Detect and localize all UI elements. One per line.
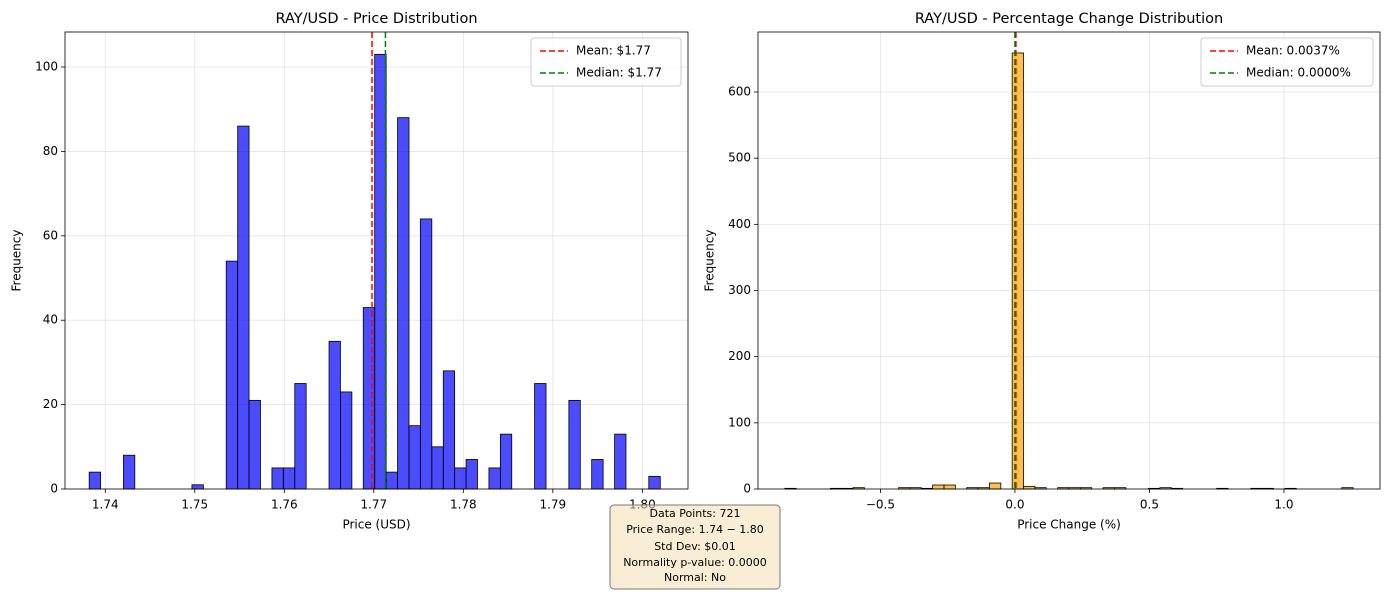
y-tick-label: 40	[43, 313, 58, 327]
y-tick-label: 500	[728, 151, 751, 165]
y-tick-label: 80	[43, 144, 58, 158]
y-tick-label: 400	[728, 217, 751, 231]
bar	[340, 391, 353, 490]
legend-label: Median: $1.77	[576, 66, 662, 80]
bar	[932, 484, 945, 490]
annotation-box	[609, 504, 781, 590]
y-axis-label: Frequency	[703, 230, 717, 292]
bar	[408, 425, 421, 490]
bar	[282, 467, 296, 490]
legend-box	[530, 37, 682, 87]
bar	[397, 117, 410, 490]
x-tick-label: 0.0	[1005, 498, 1024, 512]
x-tick-label: 0.5	[1140, 498, 1159, 512]
bar	[614, 433, 627, 490]
bar	[191, 484, 204, 490]
axes-frame	[757, 31, 1381, 490]
y-tick-label: 0	[50, 482, 58, 496]
bar	[568, 399, 581, 490]
bar	[499, 433, 513, 490]
annotation-line: Normal: No	[664, 571, 726, 584]
y-tick-label: 60	[43, 228, 58, 242]
bar	[488, 467, 501, 490]
x-tick-label: 1.79	[539, 498, 566, 512]
y-tick-label: 20	[43, 397, 58, 411]
bar	[431, 446, 444, 490]
legend-box	[1200, 37, 1374, 87]
legend-label: Median: 0.0000%	[1246, 66, 1351, 80]
bar	[419, 218, 433, 490]
annotation-line: Data Points: 721	[649, 507, 740, 520]
bar	[534, 383, 547, 490]
bar	[385, 471, 398, 490]
y-tick-label: 100	[728, 415, 751, 429]
y-tick-label: 600	[728, 85, 751, 99]
annotation-line: Std Dev: $0.01	[654, 540, 736, 553]
bar	[88, 471, 102, 490]
bar	[591, 459, 604, 490]
chart-title: RAY/USD - Percentage Change Distribution	[915, 11, 1223, 27]
x-tick-label: −0.5	[866, 498, 895, 512]
bar	[1011, 52, 1024, 490]
bar	[989, 482, 1002, 490]
bar	[328, 340, 341, 490]
x-axis-label: Price (USD)	[342, 518, 410, 532]
bar	[442, 370, 456, 490]
bar	[943, 484, 956, 490]
x-tick-label: 1.74	[92, 498, 119, 512]
bar	[648, 475, 661, 490]
bar	[465, 459, 478, 490]
x-axis-label: Price Change (%)	[1017, 518, 1121, 532]
legend-label: Mean: 0.0037%	[1246, 44, 1340, 58]
bar	[225, 260, 239, 490]
bar	[248, 399, 261, 490]
y-tick-label: 300	[728, 283, 751, 297]
x-tick-label: 1.76	[271, 498, 298, 512]
x-tick-label: 1.75	[181, 498, 208, 512]
bar	[237, 125, 250, 490]
y-tick-label: 0	[743, 482, 751, 496]
annotation-line: Normality p-value: 0.0000	[623, 556, 767, 569]
x-tick-label: 1.77	[360, 498, 387, 512]
x-tick-label: 1.0	[1274, 498, 1293, 512]
y-tick-label: 100	[35, 60, 58, 74]
chart-title: RAY/USD - Price Distribution	[275, 11, 477, 27]
y-tick-label: 200	[728, 349, 751, 363]
bar	[374, 53, 387, 490]
y-axis-label: Frequency	[10, 230, 24, 292]
bar	[454, 467, 467, 490]
bar	[123, 454, 136, 490]
legend-label: Mean: $1.77	[576, 44, 651, 58]
annotation-line: Price Range: 1.74 − 1.80	[626, 523, 764, 536]
x-tick-label: 1.78	[450, 498, 477, 512]
bar	[294, 383, 307, 490]
bar	[362, 307, 376, 490]
axes-frame	[64, 31, 689, 490]
bar	[271, 467, 284, 490]
